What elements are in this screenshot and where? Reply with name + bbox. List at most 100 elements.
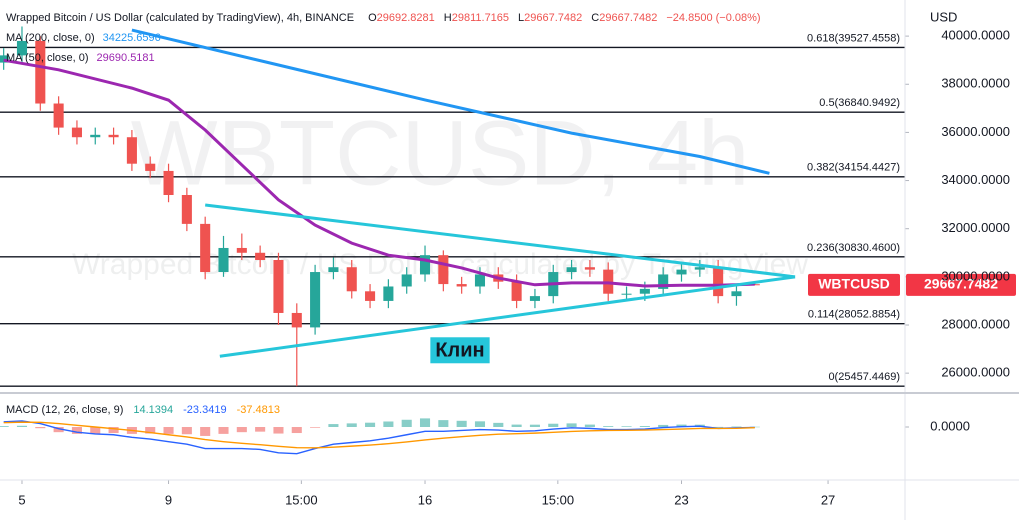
macd-histogram-bar bbox=[621, 426, 632, 427]
macd-histogram-bar bbox=[0, 426, 9, 427]
macd-histogram-bar bbox=[401, 419, 412, 427]
macd-histogram-bar bbox=[658, 424, 669, 427]
trendline bbox=[205, 203, 796, 279]
macd-histogram-bar bbox=[328, 424, 339, 427]
y-tick-label: 36000.0000 bbox=[941, 124, 1010, 139]
candle-body bbox=[236, 247, 247, 253]
candle-body bbox=[71, 127, 82, 138]
x-tick-label: 27 bbox=[821, 492, 835, 507]
candle-body bbox=[621, 293, 632, 295]
candle-body bbox=[126, 137, 137, 164]
fib-label: 0.382(34154.4427) bbox=[807, 162, 900, 174]
candle-body bbox=[456, 284, 467, 287]
fib-label: 0.5(36840.9492) bbox=[819, 97, 900, 109]
candle-body bbox=[474, 274, 486, 287]
candle-body bbox=[584, 267, 595, 270]
candle-body bbox=[16, 40, 28, 56]
candle-body bbox=[255, 252, 266, 260]
symbol-tag-label: WBTCUSD bbox=[818, 276, 890, 292]
macd-histogram-bar bbox=[181, 427, 192, 435]
macd-histogram-bar bbox=[456, 420, 467, 427]
quote-letter: H bbox=[444, 12, 452, 24]
macd-histogram-bar bbox=[584, 424, 595, 427]
macd-histogram-bar bbox=[603, 426, 614, 427]
macd-histogram-bar bbox=[639, 426, 650, 427]
macd-line bbox=[3, 421, 755, 449]
y-tick-label: 40000.0000 bbox=[941, 28, 1010, 43]
quote-letter: O bbox=[368, 12, 377, 24]
macd-histogram-bar bbox=[218, 427, 229, 434]
quote-value: 29692.8281 bbox=[377, 12, 435, 24]
price-tag bbox=[906, 273, 1016, 296]
legend-name: MA (50, close, 0) bbox=[6, 52, 89, 64]
x-tick-label: 16 bbox=[418, 492, 432, 507]
macd-legend-value: -23.3419 bbox=[183, 404, 226, 416]
grid bbox=[0, 35, 909, 484]
macd-histogram-bar bbox=[346, 423, 357, 427]
macd-histogram-bar bbox=[474, 421, 486, 427]
macd-histogram-bar bbox=[749, 426, 760, 428]
macd-histogram-bar bbox=[71, 427, 82, 434]
candle-body bbox=[181, 195, 192, 224]
macd-histogram-bar bbox=[255, 427, 266, 432]
macd-histogram-bar bbox=[90, 427, 101, 434]
candle-body bbox=[566, 267, 577, 273]
macd-histogram-bar bbox=[273, 427, 284, 434]
trendline bbox=[219, 275, 796, 358]
legend-value: 29690.5181 bbox=[97, 52, 155, 64]
x-tick-label: 9 bbox=[165, 492, 172, 507]
macd-histogram-bar bbox=[236, 427, 247, 433]
macd-histogram-bar bbox=[493, 422, 504, 427]
candle-body bbox=[218, 247, 229, 273]
macd-histogram-bar bbox=[566, 423, 577, 427]
plot bbox=[0, 26, 796, 455]
macd-legend-value: -37.4813 bbox=[237, 404, 280, 416]
candle-body bbox=[511, 281, 522, 301]
fib-label: 0(25457.4469) bbox=[828, 371, 900, 383]
candle-body bbox=[291, 312, 302, 328]
watermark: WBTCUSD, 4h bbox=[131, 102, 750, 204]
title: Wrapped Bitcoin / US Dollar (calculated … bbox=[6, 12, 354, 24]
annotation-label: Клин bbox=[435, 339, 484, 361]
macd-histogram-bar bbox=[310, 427, 321, 428]
fib-label: 0.236(30830.4600) bbox=[807, 242, 900, 254]
candle-body bbox=[401, 274, 412, 287]
candle-body bbox=[438, 255, 449, 285]
macd-histogram-bar bbox=[438, 420, 449, 427]
candle-body bbox=[419, 255, 431, 275]
x-tick-label: 15:00 bbox=[285, 492, 318, 507]
candle-body bbox=[53, 103, 64, 128]
macd-histogram-bar bbox=[16, 425, 28, 427]
candle-body bbox=[200, 223, 211, 273]
macd-line bbox=[3, 420, 755, 455]
ma-line bbox=[131, 28, 770, 175]
macd-histogram-bar bbox=[108, 427, 119, 434]
candle-body bbox=[90, 134, 101, 138]
legend-name: MA (200, close, 0) bbox=[6, 32, 95, 44]
macd-histogram-bar bbox=[548, 423, 559, 427]
candle-body bbox=[108, 134, 119, 138]
macd-histogram-bar bbox=[731, 426, 742, 428]
price-tag-label: 29667.7482 bbox=[924, 276, 998, 292]
y-axis-title: USD bbox=[930, 9, 957, 24]
symbol-tag bbox=[808, 273, 900, 296]
header: Wrapped Bitcoin / US Dollar (calculated … bbox=[6, 12, 354, 24]
fib-label: 0.114(28052.8854) bbox=[808, 309, 900, 321]
candle-body bbox=[676, 269, 687, 275]
fib-label: 0.618(39527.4558) bbox=[807, 32, 900, 44]
y-tick-label: 26000.0000 bbox=[941, 365, 1010, 380]
overlay: MA (200, close, 0) 34225.6596 MA (50, clos… bbox=[6, 32, 1016, 416]
candle-body bbox=[273, 260, 284, 313]
y-tick-label: 32000.0000 bbox=[941, 220, 1010, 235]
macd-histogram-bar bbox=[511, 424, 522, 427]
macd-histogram-bar bbox=[53, 427, 64, 433]
macd-histogram-bar bbox=[676, 424, 687, 427]
quote-change: −24.8500 (−0.08%) bbox=[666, 12, 760, 24]
macd-histogram-bar bbox=[163, 427, 174, 434]
annotation-box bbox=[430, 337, 490, 364]
macd-legend-value: 14.1394 bbox=[133, 404, 173, 416]
candle-body bbox=[328, 267, 339, 273]
macd-histogram-bar bbox=[529, 424, 540, 427]
candle-body bbox=[365, 291, 376, 301]
